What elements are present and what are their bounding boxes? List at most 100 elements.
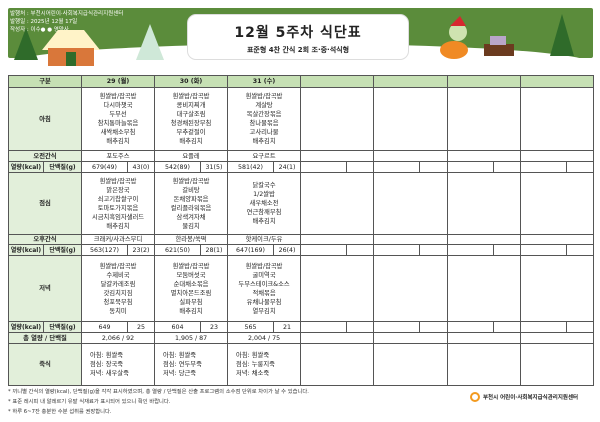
menu-item: 흰쌀밥/잡곡밥 [245, 262, 283, 270]
menu-item: 점심: 장국죽 [90, 361, 124, 368]
menu-item: 목살간장볶음 [246, 111, 282, 118]
protein-value: 23(2) [126, 244, 156, 256]
dinner-row: 저녁 흰쌀밥/잡곡밥 수제비국 달걀카레조림 갓김치지짐 청포묵무침 동치미 흰쌀밥/잡곡밥 모… [8, 255, 595, 322]
total-cell [300, 332, 375, 344]
menu-item: 1/2쌀밥 [253, 191, 275, 198]
header-row: 구분 29 (월) 30 (화) 31 (수) [8, 75, 595, 88]
row-label: 죽식 [8, 343, 82, 386]
menu-item: 새우채소전 [249, 200, 279, 207]
porridge-menu [520, 343, 595, 386]
menu-item: 참치통마늘볶음 [97, 120, 139, 127]
menu-item: 점심: 연두부죽 [163, 361, 202, 368]
porridge-menu [373, 343, 449, 386]
menu-item: 흰쌀밥/잡곡밥 [172, 177, 210, 185]
menu-item: 배추김치 [106, 138, 130, 145]
pm-nutrition-row: 열량(kcal) 단백질(g) 563(127) 23(2) 621(50) 28(1) 6… [8, 244, 595, 256]
logo-text: 부천시 어린이·사회복지급식관리지원센터 [483, 395, 579, 401]
menu-item: 순대채소볶음 [173, 280, 209, 288]
kcal-value [373, 244, 421, 256]
breakfast-menu [447, 87, 522, 151]
kcal-value: 647(169) [227, 244, 275, 256]
kcal-value: 581(42) [227, 161, 275, 173]
menu-item: 쇠고기찹쌀구이 [97, 195, 139, 203]
menu-item: 흰쌀밥/잡곡밥 [99, 93, 137, 100]
corner-cell: 구분 [8, 75, 82, 88]
porridge-menu: 아침: 흰쌀죽 점심: 장국죽 저녁: 새우살죽 [80, 343, 156, 386]
day-header [373, 75, 449, 88]
publish-date: 발행일 : 2025년 12월 17일 [10, 19, 78, 25]
snack-cell [373, 150, 449, 162]
breakfast-menu [520, 87, 595, 151]
dinner-menu: 흰쌀밥/잡곡밥 굴미역국 두부스테이크&소스 적채볶음 유채나물무침 열무김치 [227, 255, 302, 322]
snack-cell: 핫케이크/두유 [227, 234, 302, 245]
porridge-menu: 아침: 흰쌀죽 점심: 연두부죽 저녁: 당근죽 [154, 343, 229, 386]
menu-item: 저녁: 당근죽 [163, 370, 197, 377]
row-label: 총 열량 / 단백질 [8, 332, 82, 344]
am-nutrition-row: 열량(kcal) 단백질(g) 679(49) 43(0) 542(89) 31(5) 58… [8, 161, 595, 173]
kcal-value: 565 [227, 321, 275, 333]
meal-plan-table: 구분 29 (월) 30 (화) 31 (수) 아침 흰쌀밥/잡곡밥 다시마챗국 두부… [8, 75, 595, 386]
menu-item: 아침: 흰쌀죽 [236, 352, 270, 359]
menu-item: 실파무침 [179, 298, 203, 306]
center-logo: 부천시 어린이·사회복지급식관리지원센터 [470, 392, 578, 402]
total-cell: 1,905 / 87 [154, 332, 229, 344]
protein-value [566, 244, 595, 256]
row-label: 오후간식 [8, 234, 82, 245]
row-label: 점심 [8, 172, 82, 235]
protein-value [346, 321, 375, 333]
menu-item: 갈비탕 [182, 186, 200, 194]
kcal-label: 열량(kcal) [8, 321, 44, 333]
menu-item: 유채나물무침 [246, 298, 282, 306]
menu-item: 닭칼국수 [252, 182, 276, 189]
menu-item: 다시마챗국 [103, 102, 133, 109]
day-header [447, 75, 522, 88]
menu-item: 계살탕 [255, 102, 273, 109]
menu-item: 수제비국 [106, 271, 130, 279]
day-header: 31 (수) [227, 75, 302, 88]
dinner-menu [300, 255, 375, 322]
menu-item: 돈채양파볶음 [173, 195, 209, 203]
dinner-menu [520, 255, 595, 322]
protein-value [346, 244, 375, 256]
breakfast-menu: 흰쌀밥/잡곡밥 계살탕 목살간장볶음 참나물볶음 고사리나물 배추김치 [227, 87, 302, 151]
menu-item: 배추김치 [179, 138, 203, 145]
protein-value: 43(0) [126, 161, 156, 173]
pm-snack-row: 오후간식 크래커/사과스무디 한라봉/쑥떡 핫케이크/두유 [8, 234, 595, 245]
kcal-value: 621(50) [154, 244, 202, 256]
day-header [300, 75, 375, 88]
snack-cell: 한라봉/쑥떡 [154, 234, 229, 245]
breakfast-menu [373, 87, 449, 151]
snack-cell [300, 150, 375, 162]
snack-cell [373, 234, 449, 245]
total-row: 총 열량 / 단백질 2,066 / 92 1,905 / 87 2,004 / 75 [8, 332, 595, 344]
menu-item: 흰쌀밥/잡곡밥 [172, 93, 210, 100]
kcal-value: 649 [81, 321, 128, 333]
menu-item: 굴미역국 [252, 271, 276, 279]
protein-value: 25 [126, 321, 156, 333]
lunch-menu [520, 172, 595, 235]
snack-cell: 요플레 [154, 150, 229, 162]
kcal-value [300, 161, 348, 173]
lunch-menu [373, 172, 449, 235]
menu-item: 대구살조림 [176, 111, 206, 118]
protein-value: 21 [273, 321, 302, 333]
protein-value [566, 321, 595, 333]
menu-item: 열무김치 [252, 307, 276, 315]
menu-item: 배추김치 [106, 222, 130, 230]
menu-item: 갓김치지짐 [103, 289, 133, 297]
menu-item: 청포묵무침 [103, 298, 133, 306]
note: * 표준 레시피 내 알레르기 유발 식재료가 표시되어 있으니 확인 바랍니다… [8, 399, 171, 405]
snack-cell: 포도주스 [80, 150, 156, 162]
note: * 끼니별 간식의 열량(kcal), 단백질(g)을 각각 표시하였으며, 총… [8, 389, 309, 395]
kcal-value [447, 244, 495, 256]
protein-value: 24(1) [273, 161, 302, 173]
row-label: 저녁 [8, 255, 82, 322]
day-header [520, 75, 595, 88]
menu-item: 새싹채소무침 [100, 129, 136, 136]
protein-value: 23 [200, 321, 229, 333]
porridge-menu [300, 343, 375, 386]
kcal-value [373, 161, 421, 173]
protein-value: 26(4) [273, 244, 302, 256]
kcal-value [520, 161, 568, 173]
snack-cell [520, 150, 595, 162]
